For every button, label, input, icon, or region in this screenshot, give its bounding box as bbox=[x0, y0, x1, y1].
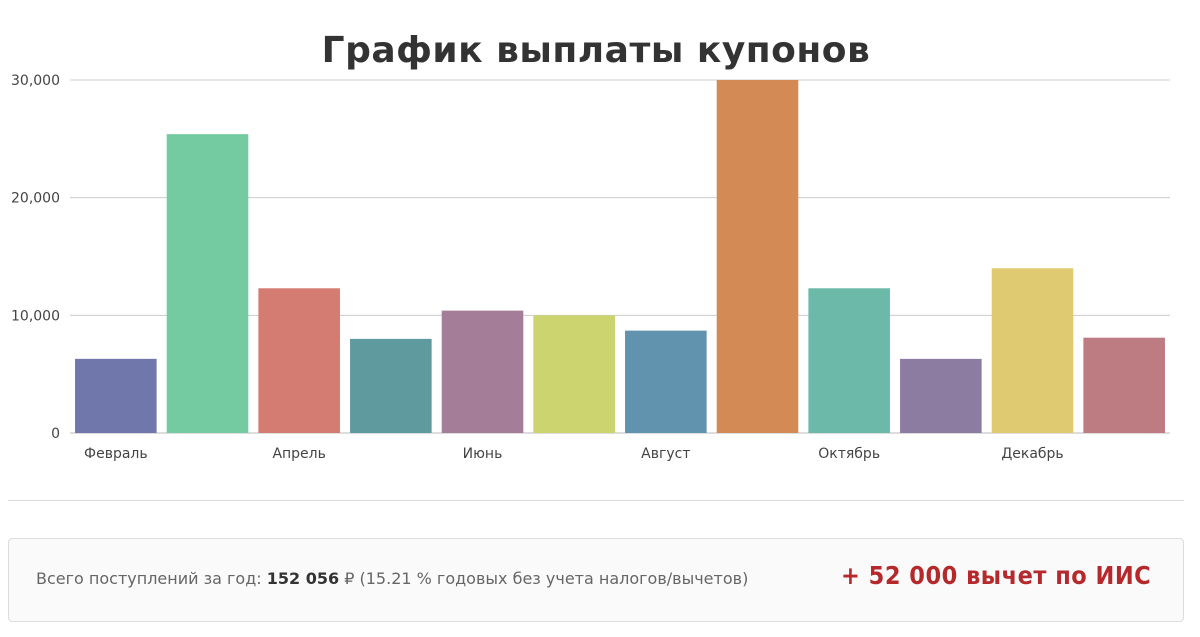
bar bbox=[350, 338, 432, 433]
summary-total: 152 056 bbox=[266, 569, 340, 588]
y-tick-label: 20,000 bbox=[11, 191, 60, 207]
y-tick-label: 30,000 bbox=[11, 73, 60, 89]
x-tick-label: Октябрь bbox=[818, 446, 880, 462]
chart-title: График выплаты купонов bbox=[321, 30, 871, 71]
bar bbox=[75, 358, 157, 433]
grid-lines bbox=[70, 79, 1170, 434]
summary-panel: Всего поступлений за год: 152 056 ₽ (15.… bbox=[8, 538, 1184, 622]
bar bbox=[625, 330, 707, 433]
bar bbox=[808, 288, 890, 433]
x-tick-label: Декабрь bbox=[1001, 446, 1063, 462]
x-tick-label: Август bbox=[641, 446, 690, 462]
summary-note: (15.21 % годовых без учета налогов/вычет… bbox=[359, 569, 749, 588]
bar bbox=[1083, 337, 1165, 433]
x-tick-label: Июнь bbox=[463, 446, 503, 462]
bar bbox=[900, 358, 982, 433]
bar bbox=[533, 315, 615, 433]
x-axis-ticks: Февраль Апрель Июнь Август Октябрь Декабрь bbox=[84, 446, 1064, 462]
bar bbox=[258, 288, 340, 433]
bar bbox=[166, 134, 249, 434]
separator-line bbox=[8, 500, 1184, 501]
bars bbox=[75, 80, 1165, 434]
y-axis-ticks: 0 10,000 20,000 30,000 bbox=[11, 73, 60, 442]
bar bbox=[991, 268, 1074, 433]
bar-chart: 0 10,000 20,000 30,000 Февраль Апрель Июнь Авг… bbox=[11, 73, 1170, 462]
y-tick-label: 10,000 bbox=[11, 308, 60, 324]
iis-deduction-note: + 52 000 вычет по ИИС bbox=[841, 561, 1152, 590]
x-tick-label: Апрель bbox=[272, 446, 325, 462]
y-tick-label: 0 bbox=[51, 426, 60, 442]
x-tick-label: Февраль bbox=[84, 446, 148, 462]
summary-text: Всего поступлений за год: 152 056 ₽ (15.… bbox=[36, 569, 748, 588]
bar bbox=[716, 80, 799, 433]
summary-label: Всего поступлений за год: bbox=[36, 569, 262, 588]
bar bbox=[441, 310, 524, 433]
summary-currency: ₽ bbox=[344, 569, 355, 588]
